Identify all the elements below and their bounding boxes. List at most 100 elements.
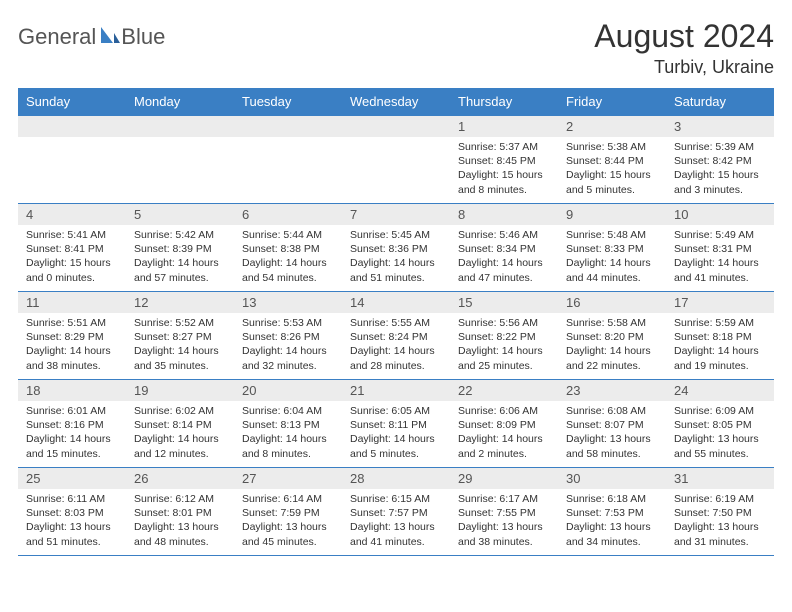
sunrise-line: Sunrise: 5:53 AM [242, 316, 334, 330]
sunrise-line: Sunrise: 6:19 AM [674, 492, 766, 506]
weekday-header: Sunday [18, 88, 126, 116]
title-block: August 2024 Turbiv, Ukraine [594, 18, 774, 78]
daylight-line: Daylight: 14 hours and 8 minutes. [242, 432, 334, 460]
day-data: Sunrise: 5:59 AMSunset: 8:18 PMDaylight:… [666, 313, 774, 377]
daylight-line: Daylight: 14 hours and 54 minutes. [242, 256, 334, 284]
calendar-cell: 13Sunrise: 5:53 AMSunset: 8:26 PMDayligh… [234, 292, 342, 380]
day-data: Sunrise: 5:53 AMSunset: 8:26 PMDaylight:… [234, 313, 342, 377]
sail-icon [99, 25, 121, 50]
day-number: 25 [18, 468, 126, 489]
daylight-line: Daylight: 14 hours and 15 minutes. [26, 432, 118, 460]
day-number: 31 [666, 468, 774, 489]
sunset-line: Sunset: 8:16 PM [26, 418, 118, 432]
sunrise-line: Sunrise: 5:42 AM [134, 228, 226, 242]
weekday-header: Wednesday [342, 88, 450, 116]
day-data: Sunrise: 5:49 AMSunset: 8:31 PMDaylight:… [666, 225, 774, 289]
day-number: 21 [342, 380, 450, 401]
calendar-cell [126, 116, 234, 204]
calendar-cell: 30Sunrise: 6:18 AMSunset: 7:53 PMDayligh… [558, 468, 666, 556]
sunrise-line: Sunrise: 6:08 AM [566, 404, 658, 418]
sunrise-line: Sunrise: 5:37 AM [458, 140, 550, 154]
calendar-cell: 5Sunrise: 5:42 AMSunset: 8:39 PMDaylight… [126, 204, 234, 292]
daylight-line: Daylight: 14 hours and 51 minutes. [350, 256, 442, 284]
daylight-line: Daylight: 14 hours and 2 minutes. [458, 432, 550, 460]
sunrise-line: Sunrise: 6:18 AM [566, 492, 658, 506]
day-data: Sunrise: 5:52 AMSunset: 8:27 PMDaylight:… [126, 313, 234, 377]
page-title: August 2024 [594, 18, 774, 55]
day-data: Sunrise: 6:11 AMSunset: 8:03 PMDaylight:… [18, 489, 126, 553]
sunset-line: Sunset: 8:07 PM [566, 418, 658, 432]
day-data: Sunrise: 6:15 AMSunset: 7:57 PMDaylight:… [342, 489, 450, 553]
header: General Blue August 2024 Turbiv, Ukraine [18, 18, 774, 78]
day-number: 10 [666, 204, 774, 225]
weekday-header: Thursday [450, 88, 558, 116]
sunset-line: Sunset: 8:44 PM [566, 154, 658, 168]
day-data: Sunrise: 5:41 AMSunset: 8:41 PMDaylight:… [18, 225, 126, 289]
day-number-empty [342, 116, 450, 137]
daylight-line: Daylight: 14 hours and 5 minutes. [350, 432, 442, 460]
calendar-cell: 14Sunrise: 5:55 AMSunset: 8:24 PMDayligh… [342, 292, 450, 380]
daylight-line: Daylight: 14 hours and 38 minutes. [26, 344, 118, 372]
sunset-line: Sunset: 7:59 PM [242, 506, 334, 520]
sunrise-line: Sunrise: 6:04 AM [242, 404, 334, 418]
sunset-line: Sunset: 8:33 PM [566, 242, 658, 256]
calendar-cell: 25Sunrise: 6:11 AMSunset: 8:03 PMDayligh… [18, 468, 126, 556]
calendar-cell: 18Sunrise: 6:01 AMSunset: 8:16 PMDayligh… [18, 380, 126, 468]
day-number: 14 [342, 292, 450, 313]
brand-name-b: Blue [121, 24, 165, 50]
day-number: 27 [234, 468, 342, 489]
sunset-line: Sunset: 8:42 PM [674, 154, 766, 168]
daylight-line: Daylight: 13 hours and 58 minutes. [566, 432, 658, 460]
sunrise-line: Sunrise: 5:45 AM [350, 228, 442, 242]
daylight-line: Daylight: 14 hours and 44 minutes. [566, 256, 658, 284]
sunrise-line: Sunrise: 5:38 AM [566, 140, 658, 154]
day-data: Sunrise: 5:42 AMSunset: 8:39 PMDaylight:… [126, 225, 234, 289]
day-number: 23 [558, 380, 666, 401]
calendar-cell: 12Sunrise: 5:52 AMSunset: 8:27 PMDayligh… [126, 292, 234, 380]
calendar-page: General Blue August 2024 Turbiv, Ukraine… [0, 0, 792, 556]
calendar-cell: 9Sunrise: 5:48 AMSunset: 8:33 PMDaylight… [558, 204, 666, 292]
sunrise-line: Sunrise: 6:02 AM [134, 404, 226, 418]
sunrise-line: Sunrise: 5:44 AM [242, 228, 334, 242]
sunset-line: Sunset: 7:57 PM [350, 506, 442, 520]
sunset-line: Sunset: 8:13 PM [242, 418, 334, 432]
sunrise-line: Sunrise: 6:17 AM [458, 492, 550, 506]
sunset-line: Sunset: 7:50 PM [674, 506, 766, 520]
day-data: Sunrise: 6:12 AMSunset: 8:01 PMDaylight:… [126, 489, 234, 553]
daylight-line: Daylight: 13 hours and 41 minutes. [350, 520, 442, 548]
sunset-line: Sunset: 8:20 PM [566, 330, 658, 344]
sunset-line: Sunset: 8:18 PM [674, 330, 766, 344]
daylight-line: Daylight: 13 hours and 45 minutes. [242, 520, 334, 548]
calendar-cell: 10Sunrise: 5:49 AMSunset: 8:31 PMDayligh… [666, 204, 774, 292]
day-number: 17 [666, 292, 774, 313]
calendar-cell [342, 116, 450, 204]
day-number: 4 [18, 204, 126, 225]
calendar-week: 4Sunrise: 5:41 AMSunset: 8:41 PMDaylight… [18, 204, 774, 292]
sunrise-line: Sunrise: 5:56 AM [458, 316, 550, 330]
calendar-cell: 22Sunrise: 6:06 AMSunset: 8:09 PMDayligh… [450, 380, 558, 468]
sunrise-line: Sunrise: 5:59 AM [674, 316, 766, 330]
calendar-cell [18, 116, 126, 204]
sunset-line: Sunset: 8:03 PM [26, 506, 118, 520]
day-number: 11 [18, 292, 126, 313]
calendar-cell: 27Sunrise: 6:14 AMSunset: 7:59 PMDayligh… [234, 468, 342, 556]
daylight-line: Daylight: 14 hours and 25 minutes. [458, 344, 550, 372]
day-number: 6 [234, 204, 342, 225]
calendar-cell: 26Sunrise: 6:12 AMSunset: 8:01 PMDayligh… [126, 468, 234, 556]
calendar-cell [234, 116, 342, 204]
day-number: 2 [558, 116, 666, 137]
sunset-line: Sunset: 8:31 PM [674, 242, 766, 256]
day-data: Sunrise: 5:39 AMSunset: 8:42 PMDaylight:… [666, 137, 774, 201]
calendar-week: 11Sunrise: 5:51 AMSunset: 8:29 PMDayligh… [18, 292, 774, 380]
day-number: 24 [666, 380, 774, 401]
daylight-line: Daylight: 14 hours and 32 minutes. [242, 344, 334, 372]
day-number: 26 [126, 468, 234, 489]
calendar-cell: 17Sunrise: 5:59 AMSunset: 8:18 PMDayligh… [666, 292, 774, 380]
calendar-cell: 20Sunrise: 6:04 AMSunset: 8:13 PMDayligh… [234, 380, 342, 468]
sunset-line: Sunset: 8:11 PM [350, 418, 442, 432]
day-number: 7 [342, 204, 450, 225]
day-number-empty [234, 116, 342, 137]
day-number: 15 [450, 292, 558, 313]
sunrise-line: Sunrise: 5:46 AM [458, 228, 550, 242]
calendar-table: Sunday Monday Tuesday Wednesday Thursday… [18, 88, 774, 556]
